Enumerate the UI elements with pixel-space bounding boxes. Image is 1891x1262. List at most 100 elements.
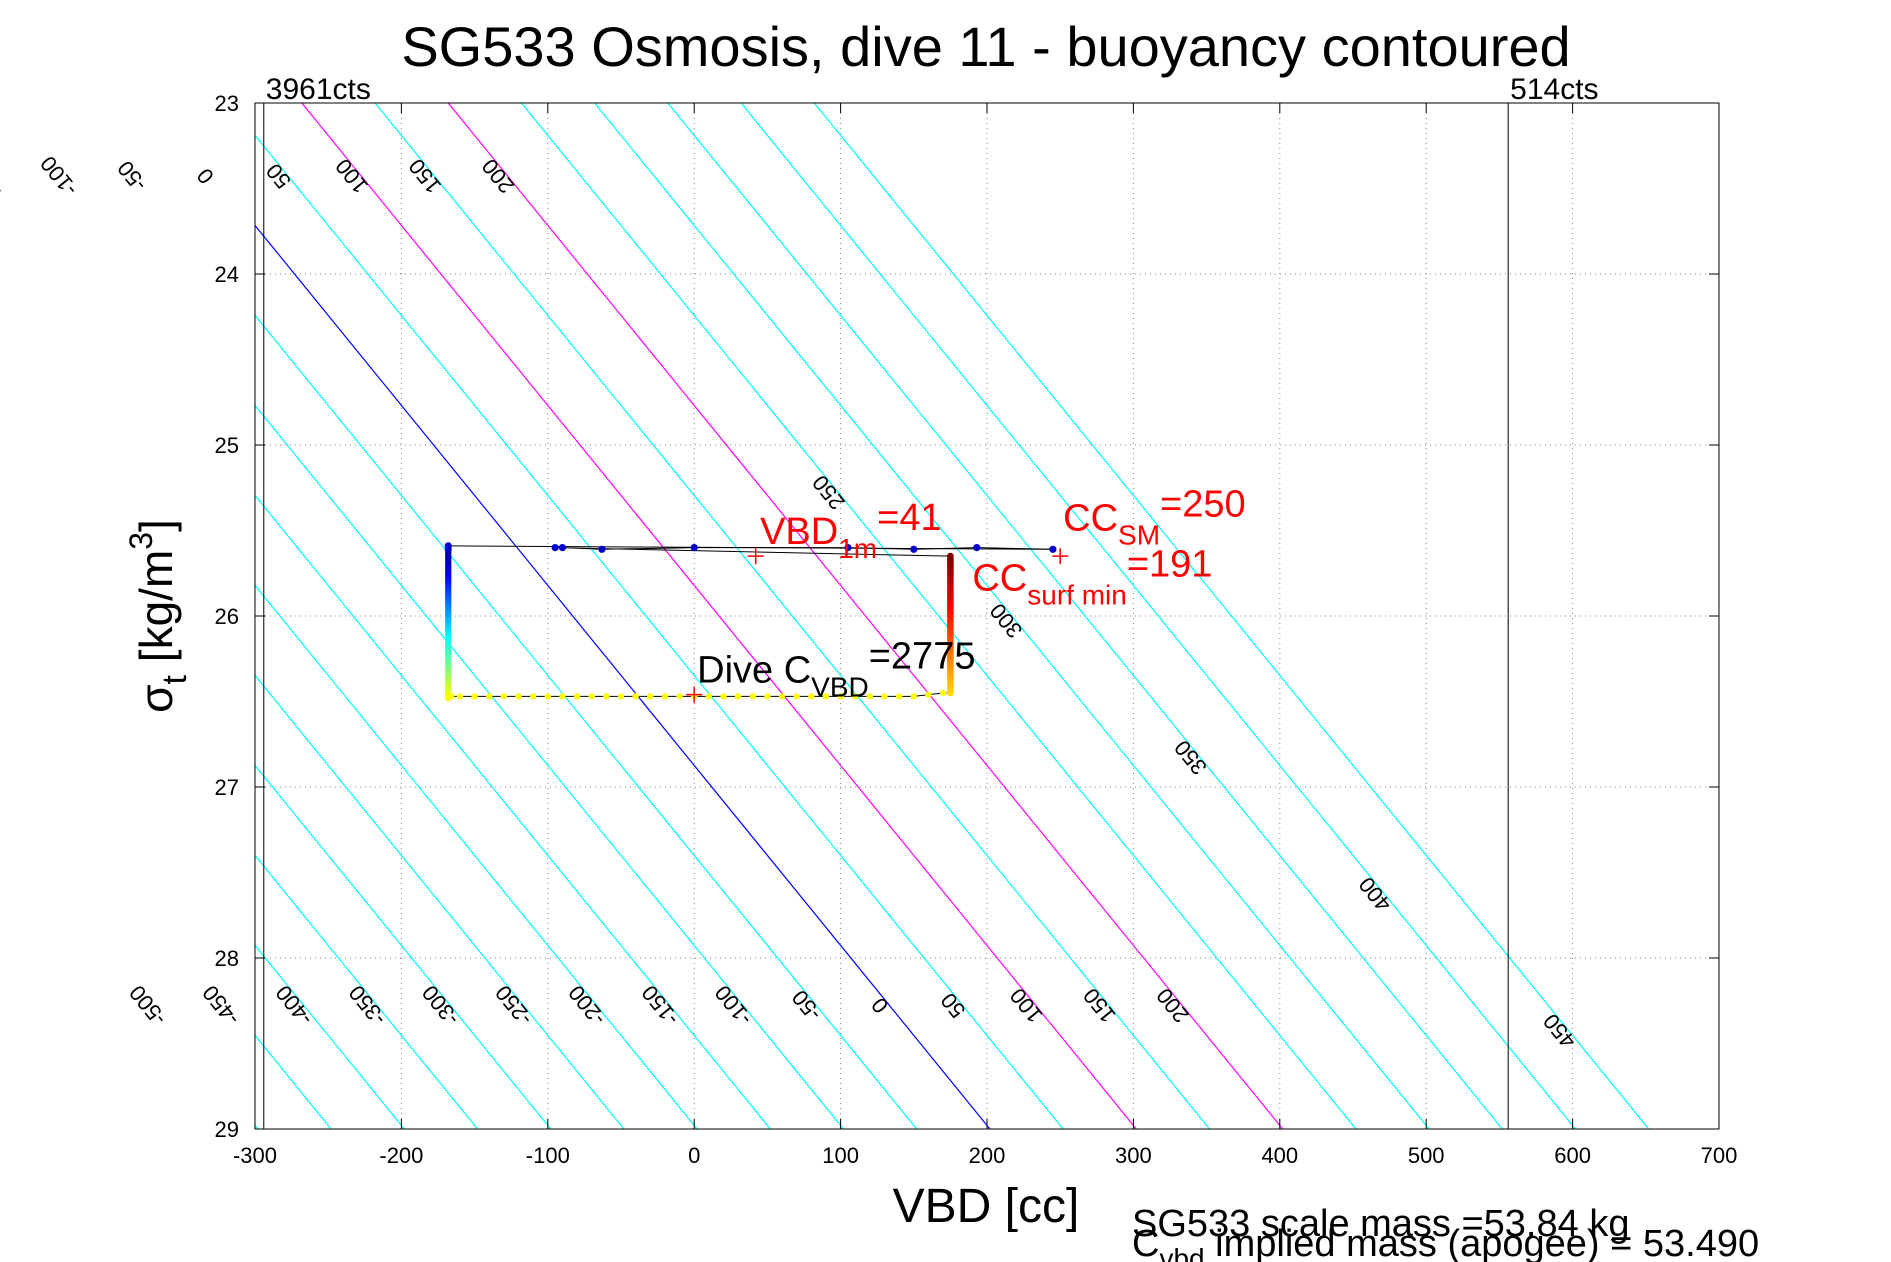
y-axis-label: σt [kg/m3] <box>123 519 194 713</box>
contour-line <box>255 134 1064 1129</box>
footer-cvbd-sub: vbd <box>1159 1243 1204 1262</box>
y-tick-label: 27 <box>215 775 239 800</box>
surface-point <box>844 544 852 552</box>
y-tick-label: 26 <box>215 604 239 629</box>
grid-lines <box>255 103 1719 1129</box>
y-tick-label: 29 <box>215 1117 239 1142</box>
surface-point <box>598 545 606 553</box>
contour-line <box>255 494 771 1129</box>
dive-point <box>573 693 581 700</box>
y-tick-label: 28 <box>215 946 239 971</box>
vbd-limit-lines: 3961cts 514cts <box>263 73 1599 1129</box>
x-tick-label: -300 <box>233 1143 277 1168</box>
x-tick-label: 600 <box>1554 1143 1591 1168</box>
annotation-sub: VBD <box>811 672 869 703</box>
axis-ticks: -300 -200 -100 0 100 200 300 400 500 600 700 23 24 25… <box>215 91 1738 1168</box>
buoyancy-contours <box>255 103 1650 1129</box>
markers <box>686 548 1069 703</box>
dive-point <box>910 693 917 700</box>
dive-point <box>456 693 464 700</box>
dive-point <box>808 693 815 700</box>
dive-point <box>529 693 537 700</box>
x-tick-label: 0 <box>688 1143 700 1168</box>
annotation-tail: =2775 <box>869 636 976 678</box>
dive-trace <box>444 542 1057 702</box>
annotation: CCSM=250 <box>1063 484 1245 551</box>
annotation-main: Dive C <box>697 650 811 692</box>
vbd-limit-label-max: 514cts <box>1510 73 1598 106</box>
x-axis-label: VBD [cc] <box>893 1180 1080 1233</box>
dive-point <box>822 693 830 700</box>
dive-point <box>500 693 508 700</box>
surface-point <box>444 545 452 553</box>
y-axis-label-unit: [kg/m <box>130 550 182 675</box>
x-tick-label: -100 <box>526 1143 570 1168</box>
contour-label-bottom: -450 <box>197 981 244 1031</box>
surface-point <box>973 544 981 552</box>
dive-point <box>676 693 683 700</box>
contour-line <box>255 674 625 1129</box>
annotation-tail: =191 <box>1127 543 1213 585</box>
y-tick-label: 23 <box>215 91 239 116</box>
chart-title: SG533 Osmosis, dive 11 - buoyancy contou… <box>401 15 1570 78</box>
annotation: CCsurf min=191 <box>972 543 1212 610</box>
dive-point <box>764 693 771 700</box>
dive-point <box>471 693 478 700</box>
contour-label-top: -100 <box>35 151 82 201</box>
dive-point <box>661 693 669 700</box>
y-tick-label: 24 <box>215 262 239 287</box>
dive-point <box>749 693 756 700</box>
dive-point <box>544 693 551 700</box>
contour-line <box>255 764 552 1129</box>
contour-line <box>813 103 1650 1129</box>
x-tick-label: 300 <box>1115 1143 1152 1168</box>
annotation-sub: 1m <box>838 533 877 564</box>
vbd-limit-label-min: 3961cts <box>266 73 371 106</box>
y-axis-label-sub: t <box>156 674 194 684</box>
dive-point <box>778 693 786 700</box>
annotation-main: VBD <box>760 511 838 553</box>
dive-point <box>588 693 595 700</box>
annotation-tail: =41 <box>877 497 941 539</box>
contour-line <box>594 103 1430 1129</box>
dive-point <box>852 693 859 700</box>
surface-point <box>1049 545 1057 553</box>
annotation-main: CC <box>972 557 1027 599</box>
climb-point <box>947 552 954 560</box>
contour-line <box>740 103 1576 1129</box>
footer-implied-tail: implied mass (apogee) = 53.490 <box>1205 1223 1760 1262</box>
annotation-sub: surf min <box>1027 579 1127 610</box>
contour-line <box>374 103 1210 1129</box>
dive-point <box>515 693 522 700</box>
x-tick-label: 500 <box>1408 1143 1445 1168</box>
dive-point <box>939 689 947 697</box>
contour-line <box>255 224 991 1129</box>
dive-point <box>734 693 742 700</box>
dive-point <box>632 693 639 700</box>
surface-point <box>910 545 918 553</box>
dive-point <box>705 693 713 700</box>
contour-label-top: 0 <box>192 163 219 188</box>
dive-point <box>559 693 566 700</box>
annotation-sub: SM <box>1118 520 1160 551</box>
x-tick-label: 100 <box>822 1143 859 1168</box>
dive-point <box>720 693 727 700</box>
dive-point <box>837 693 844 700</box>
contour-line <box>520 103 1357 1129</box>
x-tick-label: 700 <box>1701 1143 1738 1168</box>
y-axis-label-main: σ <box>130 684 182 712</box>
contour-label-top: -150 <box>0 151 9 201</box>
contour-line <box>255 314 918 1129</box>
contour-line <box>255 584 698 1129</box>
footer-cvbd-main: C <box>1132 1223 1159 1262</box>
contour-line <box>667 103 1503 1129</box>
dive-point <box>895 693 903 700</box>
annotation: VBD1m=41 <box>760 497 942 564</box>
footer-scale-mass: SG533 scale mass =53.84 kg <box>1132 1203 1629 1245</box>
x-tick-label: -200 <box>379 1143 423 1168</box>
dive-point <box>486 693 493 700</box>
dive-point <box>881 693 888 700</box>
contour-label-bottom: -500 <box>124 981 171 1031</box>
